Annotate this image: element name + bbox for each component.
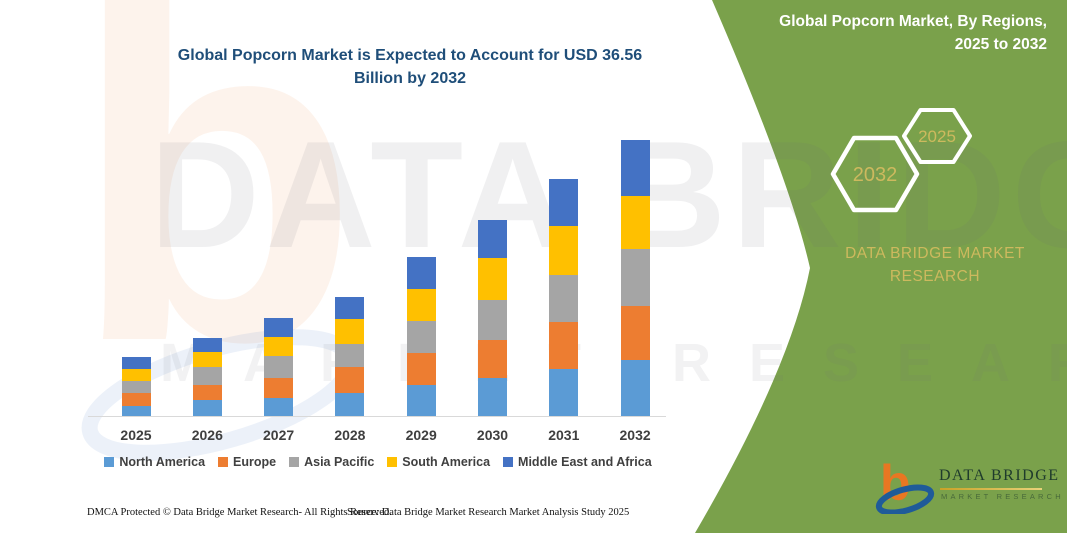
bar-segment-middle-east-and-africa-2031: [549, 179, 579, 226]
logo-tagline: MARKET RESEARCH: [941, 492, 1064, 501]
bar-segment-asia-pacific-2028: [335, 344, 365, 367]
bar-segment-middle-east-and-africa-2030: [478, 220, 507, 259]
legend-item-asia-pacific: Asia Pacific: [289, 455, 374, 469]
legend-label: South America: [402, 455, 491, 469]
panel-header: Global Popcorn Market, By Regions, 2025 …: [779, 13, 1047, 53]
footer-dmca-text: DMCA Protected © Data Bridge Market Rese…: [87, 507, 392, 518]
legend-item-north-america: North America: [104, 455, 205, 469]
bar-segment-middle-east-and-africa-2025: [121, 357, 151, 370]
hexagon-2025-label: 2025: [918, 127, 956, 146]
hexagon-2032: [830, 135, 920, 213]
legend-marker: [289, 457, 300, 467]
bar-segment-asia-pacific-2032: [620, 249, 650, 306]
bar-segment-south-america-2032: [620, 196, 650, 250]
logo-wordmark: DATA BRIDGE: [939, 467, 1060, 484]
bar-segment-south-america-2031: [549, 225, 579, 275]
bar-segment-north-america-2030: [478, 377, 507, 416]
chart-title: Global Popcorn Market is Expected to Acc…: [177, 47, 643, 87]
bar-segment-asia-pacific-2027: [264, 355, 294, 378]
data-bridge-logo-icon: b: [875, 456, 935, 514]
legend-label: North America: [119, 455, 206, 469]
bar-segment-europe-2025: [121, 393, 151, 406]
chart-legend: North America Europe Asia Pacific South Ame…: [88, 455, 668, 469]
green-panel-shape: [695, 0, 1067, 533]
bar-segment-north-america-2032: [620, 360, 650, 416]
bar-segment-north-america-2027: [264, 397, 294, 416]
bar-segment-middle-east-and-africa-2029: [406, 256, 436, 290]
bar-segment-middle-east-and-africa-2026: [192, 337, 222, 352]
bar-segment-south-america-2028: [335, 319, 365, 345]
bar-segment-south-america-2029: [406, 289, 436, 321]
legend-marker: [218, 457, 229, 467]
bar-segment-asia-pacific-2026: [192, 367, 222, 385]
bar-segment-europe-2032: [620, 305, 650, 361]
hexagon-years-graphic: 2032 2025: [830, 108, 972, 213]
x-axis-label-2027: 2027: [263, 427, 295, 443]
legend-label: Middle East and Africa: [518, 455, 652, 469]
x-axis-label-2028: 2028: [334, 427, 366, 443]
legend-item-south-america: South America: [387, 455, 490, 469]
bar-segment-south-america-2025: [121, 369, 151, 381]
legend-label: Asia Pacific: [304, 455, 375, 469]
bar-segment-south-america-2027: [264, 336, 294, 356]
bar-segment-europe-2028: [335, 366, 365, 393]
bar-segment-north-america-2029: [406, 385, 436, 416]
bar-segment-asia-pacific-2025: [121, 380, 151, 394]
bar-segment-europe-2029: [406, 352, 436, 386]
bar-segment-asia-pacific-2031: [549, 274, 579, 322]
bar-segment-north-america-2025: [121, 405, 151, 416]
panel-brand-text: DATA BRIDGE MARKET RESEARCH: [845, 245, 1025, 285]
logo-d-swoosh: [875, 484, 935, 514]
footer-source-text: Source: Data Bridge Market Research Mark…: [347, 507, 630, 518]
bar-segment-europe-2030: [478, 340, 507, 378]
legend-marker: [387, 457, 398, 467]
hexagon-2025: [902, 108, 972, 164]
bar-segment-south-america-2030: [478, 258, 507, 301]
bar-segment-middle-east-and-africa-2032: [620, 140, 650, 197]
bar-segment-asia-pacific-2029: [406, 320, 436, 353]
bar-segment-europe-2031: [549, 321, 579, 370]
bar-segment-asia-pacific-2030: [478, 300, 507, 341]
bar-segment-north-america-2026: [192, 400, 222, 416]
bar-segment-north-america-2031: [549, 369, 579, 416]
logo-b-glyph: b: [880, 456, 911, 511]
bar-segment-europe-2027: [264, 377, 294, 398]
legend-item-middle-east-and-africa: Middle East and Africa: [503, 455, 652, 469]
legend-item-europe: Europe: [218, 455, 276, 469]
legend-marker: [503, 457, 514, 467]
hexagon-2032-label: 2032: [853, 164, 898, 186]
x-axis-line: [88, 416, 666, 417]
x-axis-label-2025: 2025: [120, 427, 152, 443]
legend-marker: [104, 457, 115, 467]
bar-segment-middle-east-and-africa-2028: [335, 297, 365, 320]
bar-segment-europe-2026: [192, 385, 222, 400]
x-axis-label-2032: 2032: [619, 427, 651, 443]
legend-label: Europe: [233, 455, 277, 469]
bar-segment-south-america-2026: [192, 351, 222, 368]
logo-underline: [940, 488, 1042, 490]
x-axis-label-2030: 2030: [476, 427, 509, 443]
x-axis-label-2031: 2031: [548, 427, 580, 443]
bar-segment-north-america-2028: [335, 392, 365, 416]
bar-segment-middle-east-and-africa-2027: [264, 317, 294, 337]
x-axis-label-2026: 2026: [191, 427, 223, 443]
x-axis-label-2029: 2029: [405, 427, 437, 443]
